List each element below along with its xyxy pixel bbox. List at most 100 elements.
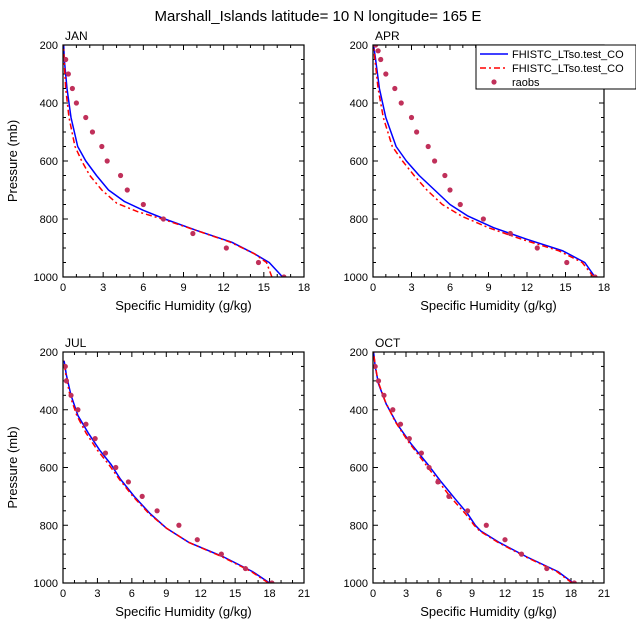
y-tick-label: 400 bbox=[350, 98, 368, 110]
x-tick-label: 3 bbox=[100, 282, 106, 294]
legend: FHISTC_LTso.test_CO FHISTC_LTso.test_COra… bbox=[475, 44, 636, 90]
legend-box bbox=[475, 44, 636, 90]
x-tick-label: 6 bbox=[129, 588, 135, 600]
raobs-point bbox=[83, 421, 89, 427]
y-tick-label: 1000 bbox=[34, 578, 58, 590]
series-group bbox=[63, 360, 275, 583]
x-tick-label: 9 bbox=[163, 588, 169, 600]
y-tick-label: 800 bbox=[350, 214, 368, 226]
panel-label: APR bbox=[375, 29, 400, 43]
raobs-point bbox=[190, 230, 196, 237]
y-tick-label: 600 bbox=[350, 463, 368, 475]
raobs-point bbox=[218, 551, 224, 557]
raobs-point bbox=[534, 245, 540, 251]
raobs-point bbox=[102, 450, 109, 456]
raobs-point bbox=[375, 48, 381, 54]
x-tick-label: 0 bbox=[60, 588, 66, 600]
x-tick-label: 0 bbox=[370, 588, 376, 600]
raobs-point bbox=[255, 259, 262, 266]
y-tick-label: 400 bbox=[40, 405, 58, 417]
panel-frame bbox=[62, 351, 305, 584]
panel-jul: JUL 0 3 6 9 12 15 18 21 200 400 600 800 1000 Specific … bbox=[5, 336, 310, 619]
x-tick-label: 12 bbox=[521, 282, 533, 294]
raobs-point bbox=[435, 479, 441, 485]
series-line-solid bbox=[63, 45, 284, 277]
raobs-point bbox=[125, 479, 132, 485]
raobs-point bbox=[68, 392, 74, 398]
legend-entry-label: raobs bbox=[512, 77, 540, 89]
raobs-point bbox=[518, 551, 525, 557]
raobs-point bbox=[242, 565, 249, 572]
raobs-point bbox=[89, 129, 96, 135]
raobs-point bbox=[117, 172, 124, 179]
raobs-point bbox=[194, 537, 200, 543]
x-tick-label: 0 bbox=[60, 282, 66, 294]
raobs-point bbox=[398, 100, 404, 106]
panel-label: JAN bbox=[65, 29, 88, 43]
raobs-point bbox=[381, 392, 387, 398]
raobs-point bbox=[69, 85, 75, 92]
raobs-point bbox=[425, 143, 431, 150]
raobs-point bbox=[281, 274, 287, 277]
raobs-point bbox=[418, 450, 424, 456]
y-tick-label: 600 bbox=[350, 156, 368, 168]
series-group bbox=[63, 45, 287, 277]
raobs-point bbox=[65, 71, 71, 77]
y-tick-label: 800 bbox=[40, 214, 58, 226]
x-tick-label: 15 bbox=[532, 588, 544, 600]
x-tick-label: 18 bbox=[565, 588, 577, 600]
raobs-point bbox=[113, 464, 119, 471]
raobs-point bbox=[432, 158, 438, 164]
tick-marks bbox=[372, 351, 605, 584]
raobs-point bbox=[465, 508, 471, 514]
y-tick-label: 1000 bbox=[344, 578, 368, 590]
x-tick-label: 6 bbox=[436, 588, 442, 600]
raobs-point bbox=[160, 216, 167, 222]
raobs-point bbox=[502, 537, 508, 543]
x-axis-label: Specific Humidity (g/kg) bbox=[420, 604, 557, 619]
x-tick-label: 12 bbox=[218, 282, 230, 294]
figure-title: Marshall_Islands latitude= 10 N longitud… bbox=[155, 8, 482, 25]
series-line-solid bbox=[63, 360, 271, 583]
raobs-point bbox=[154, 508, 160, 514]
y-tick-label: 600 bbox=[40, 156, 58, 168]
y-tick-label: 800 bbox=[350, 520, 368, 532]
panel-jan: JAN 0 3 6 9 12 15 18 200 400 600 800 1000 Specific Hu… bbox=[5, 29, 310, 313]
panel-label: JUL bbox=[65, 336, 87, 350]
raobs-point bbox=[414, 129, 420, 135]
panel-label: OCT bbox=[375, 336, 401, 350]
raobs-point bbox=[223, 245, 229, 251]
y-axis-label: Pressure (mb) bbox=[5, 120, 20, 202]
raobs-point bbox=[176, 522, 182, 528]
x-tick-label: 18 bbox=[298, 282, 310, 294]
panel-frame bbox=[372, 351, 605, 584]
raobs-point bbox=[140, 201, 146, 208]
y-tick-label: 200 bbox=[40, 347, 58, 359]
panel-oct: OCT 0 3 6 9 12 15 18 21 200 400 600 800 1000 Specific … bbox=[344, 336, 611, 619]
legend-marker-dot bbox=[491, 79, 497, 85]
panel-frame bbox=[62, 44, 305, 278]
raobs-point bbox=[124, 187, 130, 193]
raobs-point bbox=[507, 230, 513, 237]
raobs-point bbox=[104, 158, 110, 164]
series-line-solid bbox=[373, 45, 596, 277]
x-tick-label: 15 bbox=[559, 282, 571, 294]
series-group bbox=[373, 45, 598, 277]
raobs-point bbox=[390, 407, 396, 413]
raobs-point bbox=[592, 274, 598, 277]
legend-entry-label: FHISTC_LTso.test_CO bbox=[512, 49, 624, 61]
series-line-dashed bbox=[63, 360, 269, 583]
raobs-point bbox=[446, 493, 452, 499]
raobs-point bbox=[99, 143, 105, 150]
raobs-point bbox=[73, 100, 79, 106]
x-tick-label: 9 bbox=[485, 282, 491, 294]
x-tick-label: 12 bbox=[195, 588, 207, 600]
x-tick-label: 12 bbox=[499, 588, 511, 600]
raobs-point bbox=[397, 421, 404, 427]
y-tick-label: 800 bbox=[40, 520, 58, 532]
raobs-point bbox=[480, 216, 486, 222]
raobs-point bbox=[378, 56, 384, 63]
y-tick-label: 200 bbox=[40, 40, 58, 52]
x-tick-label: 15 bbox=[258, 282, 270, 294]
